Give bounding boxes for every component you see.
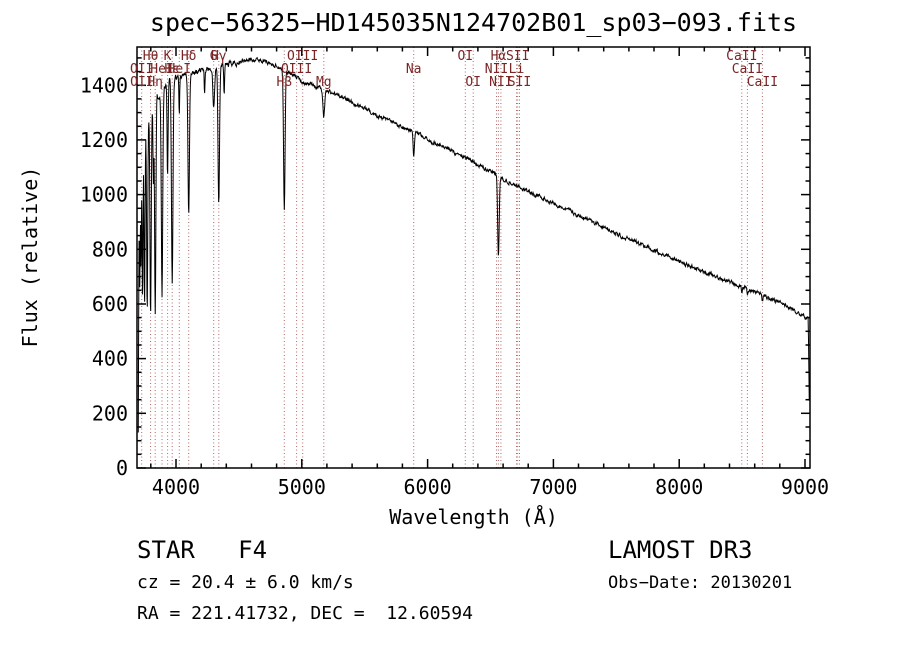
svg-text:1000: 1000 <box>80 183 128 207</box>
svg-text:1400: 1400 <box>80 73 128 97</box>
svg-text:OI: OI <box>457 49 473 64</box>
svg-text:4000: 4000 <box>152 475 200 499</box>
x-axis-label: Wavelength (Å) <box>389 505 558 529</box>
svg-text:Li: Li <box>509 62 525 77</box>
svg-text:OII: OII <box>130 75 153 90</box>
svg-text:6000: 6000 <box>404 475 452 499</box>
svg-text:0: 0 <box>116 456 128 480</box>
svg-text:200: 200 <box>92 401 128 425</box>
svg-text:Na: Na <box>406 62 422 77</box>
svg-text:7000: 7000 <box>529 475 577 499</box>
survey-text: LAMOST DR3 <box>608 536 753 564</box>
svg-text:Hθ: Hθ <box>143 49 159 64</box>
svg-text:Hα: Hα <box>491 49 507 64</box>
svg-text:CaII: CaII <box>732 62 763 77</box>
svg-text:HeI: HeI <box>150 62 173 77</box>
svg-text:Hη: Hη <box>147 75 163 90</box>
obs-date-text: Obs−Date: 20130201 <box>608 573 793 593</box>
ra-dec-text: RA = 221.41732, DEC = 12.60594 <box>137 603 473 624</box>
cz-text: cz = 20.4 ± 6.0 km/s <box>137 572 354 593</box>
svg-text:Hγ: Hγ <box>211 49 227 64</box>
svg-text:K: K <box>164 49 172 64</box>
svg-text:1200: 1200 <box>80 128 128 152</box>
svg-text:Hδ: Hδ <box>181 49 197 64</box>
svg-text:600: 600 <box>92 292 128 316</box>
svg-text:SII: SII <box>508 75 531 90</box>
object-class-text: STAR F4 <box>137 536 268 564</box>
svg-text:400: 400 <box>92 347 128 371</box>
svg-text:Hβ: Hβ <box>276 75 292 90</box>
svg-text:SII: SII <box>506 49 529 64</box>
svg-text:Mg: Mg <box>316 75 332 90</box>
plot-title: spec−56325−HD145035N124702B01_sp03−093.f… <box>149 8 798 37</box>
spectrum-line <box>137 56 810 433</box>
svg-text:G: G <box>210 49 218 64</box>
svg-text:9000: 9000 <box>781 475 829 499</box>
svg-text:OII: OII <box>130 62 153 77</box>
marker-lines <box>141 47 763 468</box>
svg-text:NII: NII <box>489 75 512 90</box>
x-axis-tick-labels: 4000 5000 6000 7000 8000 9000 <box>152 475 829 499</box>
svg-text:8000: 8000 <box>655 475 703 499</box>
svg-text:Hε: Hε <box>164 62 180 77</box>
svg-text:800: 800 <box>92 237 128 261</box>
svg-text:HeI: HeI <box>168 62 191 77</box>
svg-text:NII: NII <box>485 62 508 77</box>
plot-frame <box>136 46 811 469</box>
svg-text:CaII: CaII <box>726 49 757 64</box>
svg-text:OI: OI <box>465 75 481 90</box>
svg-text:OIII: OIII <box>281 62 312 77</box>
y-axis-tick-labels: 0 200 400 600 800 1000 1200 1400 <box>80 73 128 480</box>
svg-text:OIII: OIII <box>287 49 318 64</box>
svg-text:CaII: CaII <box>747 75 778 90</box>
svg-text:5000: 5000 <box>278 475 326 499</box>
